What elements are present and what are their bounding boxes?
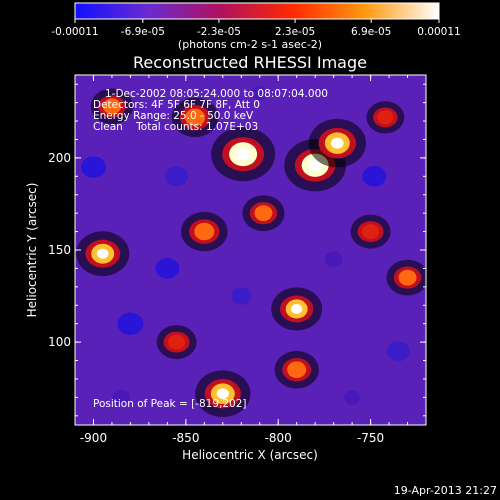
colorbar-tick-label: -6.9e-05 [121, 26, 165, 38]
colorbar-tick-label: 2.3e-05 [275, 26, 315, 38]
x-tick-label: -750 [357, 431, 384, 445]
heatmap-blob-negative [80, 156, 106, 178]
y-tick-label: 200 [48, 151, 71, 165]
info-line-detectors: Detectors: 4F 5F 6F 7F 8F, Att 0 [93, 99, 260, 111]
heatmap-blob-negative [112, 389, 131, 406]
peak-position-label: Position of Peak = [-819,202] [93, 398, 247, 410]
y-tick-label: 100 [48, 335, 71, 349]
heatmap-blob-core [291, 304, 303, 314]
heatmap-blob-negative [324, 251, 343, 268]
colorbar [74, 2, 440, 20]
x-axis-ticks: -900 -850 -800 -750 [80, 75, 427, 445]
heatmap-blob-positive [102, 98, 121, 115]
heatmap-blob-core [236, 148, 251, 161]
heatmap-blob-positive [377, 110, 394, 125]
info-line-time: 1-Dec-2002 08:05:24.000 to 08:07:04.000 [105, 88, 328, 100]
heatmap-blob-positive [194, 222, 215, 241]
info-line-clean: Clean Total counts: 1.07E+03 [93, 121, 258, 133]
heatmap-blob-negative [344, 390, 361, 405]
heatmap-blob-core [216, 388, 229, 399]
colorbar-unit-label: (photons cm-2 s-1 asec-2) [178, 38, 322, 51]
heatmap-blob-positive [168, 334, 186, 350]
colorbar-tick-label: 0.00011 [417, 26, 460, 38]
heatmap-blob-core [331, 137, 344, 149]
heatmap-blob-positive [287, 361, 307, 379]
colorbar-tick-label: 6.9e-05 [351, 26, 391, 38]
footer-timestamp: 19-Apr-2013 21:27 [394, 484, 497, 497]
heatmap-blob-positive [398, 269, 417, 286]
heatmap-blob-core [308, 159, 322, 172]
chart-title: Reconstructed RHESSI Image [133, 53, 367, 72]
colorbar-tick-label: -0.00011 [51, 26, 98, 38]
heatmap-blob-positive [362, 224, 380, 240]
heatmap-blob-core [96, 248, 109, 259]
heatmap-blob-negative [231, 287, 252, 305]
x-tick-label: -800 [265, 431, 292, 445]
heatmap-image [75, 75, 426, 425]
y-axis-label: Heliocentric Y (arcsec) [25, 183, 39, 318]
heatmap-blob-positive [254, 205, 273, 222]
colorbar-ticks: -0.00011 -6.9e-05 -2.3e-05 2.3e-05 6.9e-05 0.… [51, 19, 461, 38]
info-line-energy: Energy Range: 25.0 - 50.0 keV [93, 110, 254, 122]
colorbar-tick-label: -2.3e-05 [197, 26, 241, 38]
heatmap-blob-negative [165, 166, 189, 187]
heatmap-blob-negative [386, 341, 410, 362]
x-tick-label: -850 [172, 431, 199, 445]
heatmap-blob-negative [155, 258, 180, 279]
heatmap-blob-positive [185, 108, 206, 127]
heatmap-blob-negative [251, 86, 268, 101]
heatmap-blob-negative [362, 165, 387, 187]
x-tick-label: -900 [80, 431, 107, 445]
heatmap-blob-negative [117, 312, 144, 335]
x-axis-label: Heliocentric X (arcsec) [182, 448, 318, 462]
y-axis-ticks: 100 150 200 [48, 83, 426, 417]
y-tick-label: 150 [48, 243, 71, 257]
